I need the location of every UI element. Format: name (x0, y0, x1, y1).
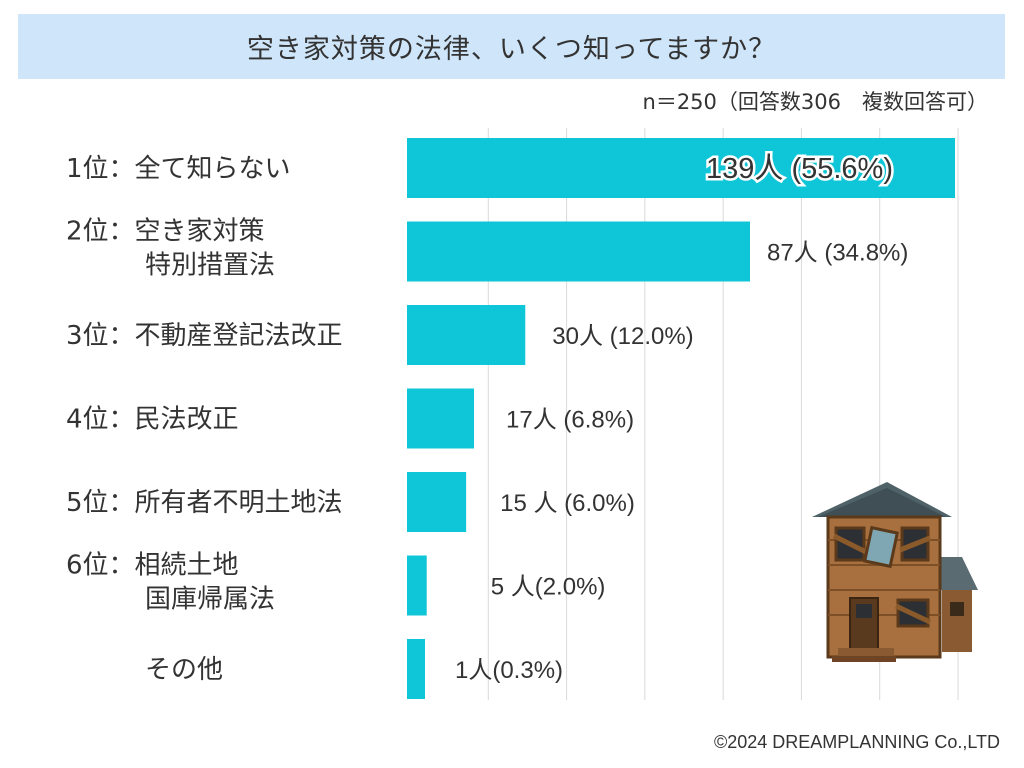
category-label: 5位：所有者不明土地法 (66, 488, 343, 518)
bar (407, 221, 750, 282)
category-label: 2位：空き家対策 (66, 217, 265, 247)
bar (407, 639, 425, 699)
bar (407, 138, 955, 198)
data-label: 15 人 (6.0%) (500, 490, 635, 517)
category-label: 1位：全て知らない (66, 154, 291, 184)
bar (407, 472, 467, 532)
data-label: 139人 (55.6%) (706, 153, 893, 185)
category-label: 特別措置法 (145, 251, 275, 281)
category-label: その他 (145, 655, 223, 685)
bar (407, 388, 475, 449)
data-label: 17人 (6.8%) (506, 407, 634, 434)
sample-size-note: n＝250（回答数306 複数回答可） (642, 90, 988, 114)
abandoned-house-icon (812, 482, 978, 662)
bars (407, 138, 955, 699)
data-labels: 139人 (55.6%) 87人 (34.8%) 30人 (12.0%) 17人 (6… (455, 151, 908, 685)
copyright-notice: ©2024 DREAMPLANNING Co.,LTD (713, 732, 1000, 752)
chart-title: 空き家対策の法律、いくつ知ってますか？ (18, 14, 1005, 79)
data-label: 1人(0.3%) (455, 657, 563, 684)
bar (407, 555, 427, 616)
data-label: 87人 (34.8%) (767, 240, 908, 267)
data-label: 5 人(2.0%) (491, 574, 606, 601)
data-label: 30人 (12.0%) (552, 323, 693, 350)
category-label: 6位：相続土地 (66, 551, 239, 581)
bar (407, 305, 526, 365)
category-label: 3位：不動産登記法改正 (66, 321, 343, 351)
category-label: 4位：民法改正 (66, 405, 239, 435)
category-label: 国庫帰属法 (145, 585, 275, 615)
